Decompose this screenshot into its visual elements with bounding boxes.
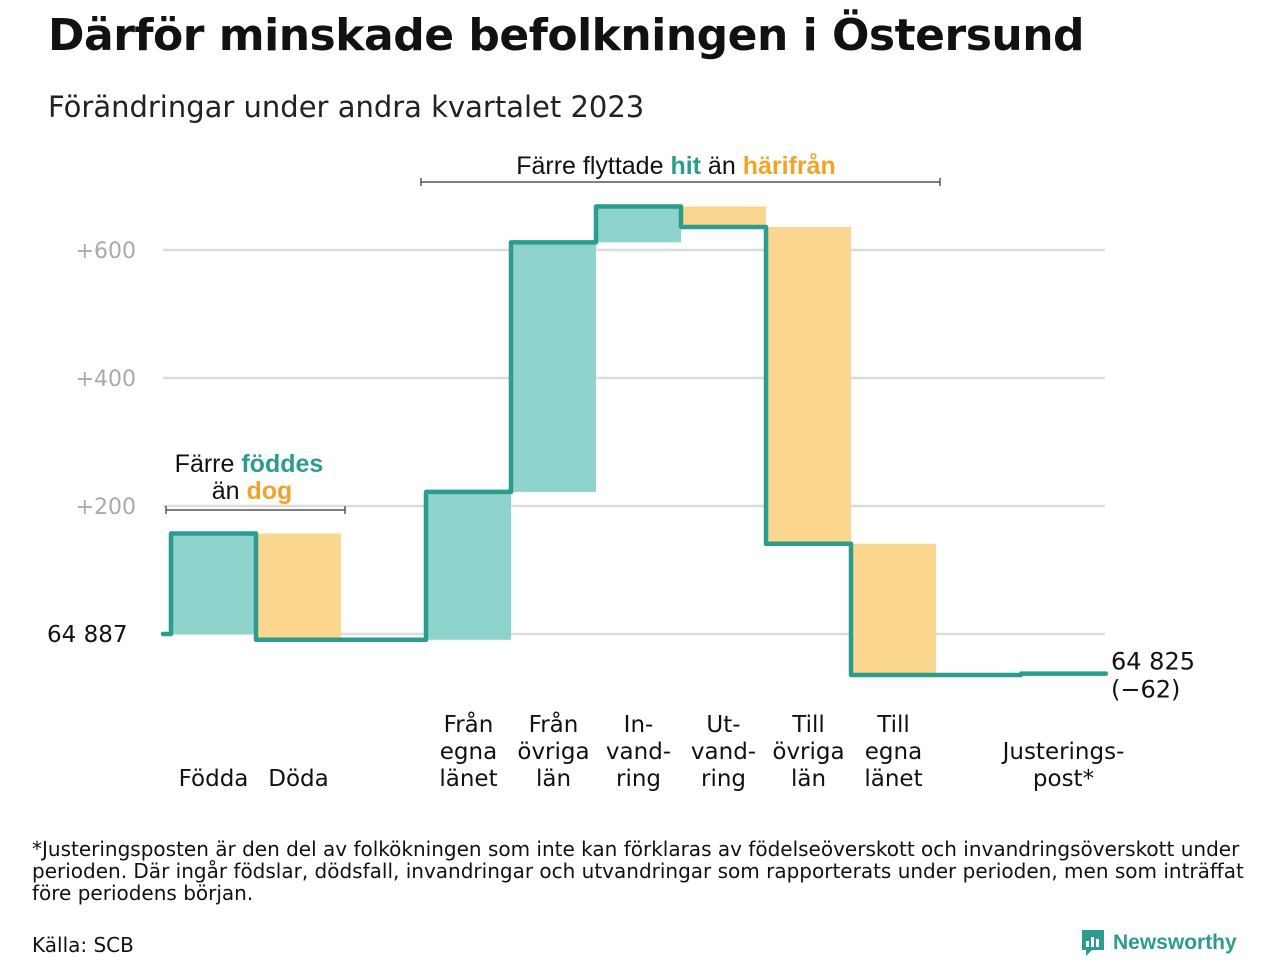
end-value-label: 64 825 [1111, 648, 1195, 676]
category-label: Justerings-post* [1001, 739, 1125, 792]
bar [596, 206, 681, 243]
category-label: Från övriga län [517, 710, 589, 792]
chart-title: Därför minskade befolkningen i Östersund [48, 10, 1085, 61]
y-tick-label: +600 [76, 239, 136, 264]
chart-subtitle: Förändringar under andra kvartalet 2023 [48, 90, 645, 124]
end-change-label: (−62) [1111, 676, 1180, 704]
y-tick-label: +200 [76, 495, 136, 520]
start-value-label: 64 887 [47, 622, 127, 648]
category-label: Från egna länet [439, 710, 497, 792]
bar [851, 543, 936, 675]
brand-name: Newsworthy [1113, 931, 1237, 954]
category-label: In-vand-ring [606, 712, 671, 792]
category-label: Döda [268, 766, 328, 792]
bar [681, 206, 766, 227]
cumulative-step-line [160, 204, 1109, 678]
source-label: Källa: SCB [32, 933, 134, 957]
annotation-births-line2: än dog [212, 477, 293, 505]
annotation-migration: Färre flyttade hit än härifrån [516, 152, 836, 180]
y-tick-label: +400 [76, 367, 136, 392]
category-label: Födda [179, 766, 249, 792]
category-label: Till övriga län [772, 712, 844, 792]
newsworthy-logo-icon [1082, 930, 1104, 956]
bar [256, 533, 341, 640]
bar [766, 226, 851, 544]
annotation-births-line1: Färre föddes [175, 450, 324, 478]
bar [511, 242, 596, 492]
footnote: *Justeringsposten är den del av folkökni… [32, 837, 1244, 905]
waterfall-chart: +200 +400 +600 64 887 Födda Döda Från egna länet… [47, 152, 1195, 792]
category-label: Ut-vand-ring [691, 712, 756, 792]
bar [426, 491, 511, 640]
brand-logo: Newsworthy [1080, 928, 1237, 958]
bar [171, 533, 256, 634]
category-label: Till egna länet [864, 712, 922, 792]
